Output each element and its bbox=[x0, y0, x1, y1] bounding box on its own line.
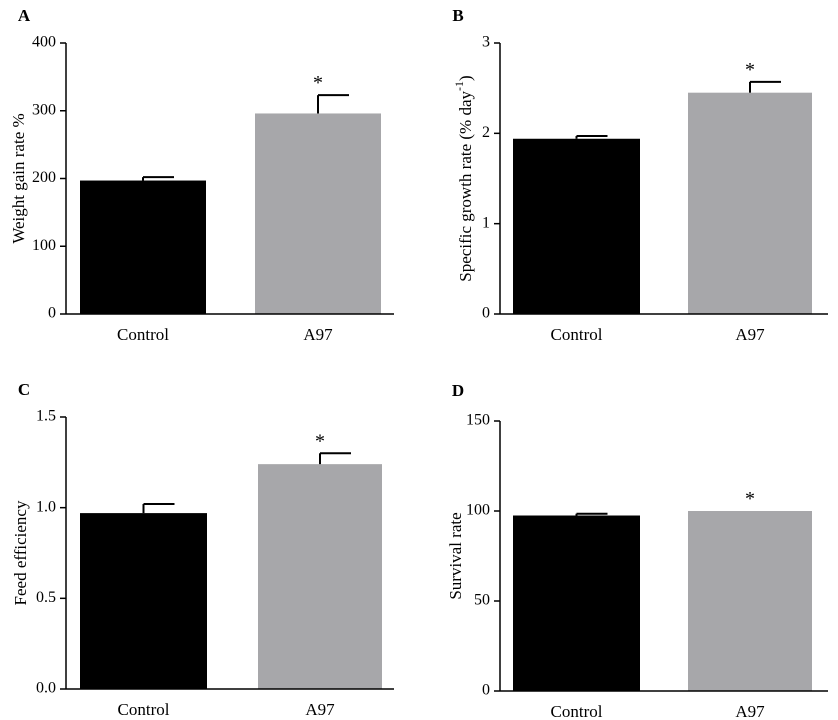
y-tick-label: 0 bbox=[482, 682, 490, 699]
significance-marker: * bbox=[313, 72, 323, 94]
bar-treatment bbox=[258, 464, 382, 689]
y-tick-label: 100 bbox=[32, 237, 56, 254]
y-tick-label: 400 bbox=[32, 34, 56, 51]
y-tick-label: 1.0 bbox=[36, 498, 56, 515]
chart-panel-b: B Control * A97 0 1 2 3 Specific growth rate (% … bbox=[452, 6, 828, 344]
y-tick-label: 1.5 bbox=[36, 408, 56, 425]
y-axis-title: Feed efficiency bbox=[11, 500, 30, 605]
y-tick-label: 3 bbox=[482, 34, 490, 51]
significance-marker: * bbox=[315, 430, 325, 452]
bar-control bbox=[513, 139, 640, 314]
y-axis-title: Weight gain rate % bbox=[9, 113, 28, 243]
bar-control bbox=[80, 513, 207, 689]
bar-control bbox=[80, 181, 206, 314]
y-axis-title: Specific growth rate (% day-1) bbox=[452, 75, 475, 281]
chart-panel-c: C Control * A97 0.0 0.5 1.0 1.5 Feed efficiency bbox=[11, 380, 394, 719]
y-axis-title-text: Weight gain rate % bbox=[9, 113, 28, 243]
x-tick-label: A97 bbox=[305, 700, 335, 719]
chart-panel-d: D Control * A97 0 50 100 150 Survival rate bbox=[446, 381, 828, 720]
bar-chart-figure: AControl*A970100200300400Weight gain rat… bbox=[0, 0, 838, 720]
x-tick-label: A97 bbox=[735, 325, 765, 344]
panel-letter: C bbox=[18, 380, 30, 399]
y-tick-label: 0 bbox=[482, 305, 490, 322]
significance-marker: * bbox=[745, 488, 755, 510]
x-tick-label: A97 bbox=[735, 702, 765, 720]
y-tick-label: 0 bbox=[48, 305, 56, 322]
y-axis-title-tail: ) bbox=[456, 75, 475, 81]
panel-letter: D bbox=[452, 381, 464, 400]
y-axis-title-text: Survival rate bbox=[446, 512, 465, 599]
y-tick-label: 150 bbox=[466, 412, 490, 429]
x-tick-label: Control bbox=[117, 325, 169, 344]
y-tick-label: 0.0 bbox=[36, 680, 56, 697]
y-tick-label: 200 bbox=[32, 169, 56, 186]
bar-treatment bbox=[688, 93, 812, 314]
significance-marker: * bbox=[745, 59, 755, 81]
x-tick-label: A97 bbox=[303, 325, 333, 344]
y-tick-label: 50 bbox=[474, 592, 490, 609]
y-axis-title: Survival rate bbox=[446, 512, 465, 599]
bar-treatment bbox=[255, 113, 381, 314]
y-axis-title-text: Feed efficiency bbox=[11, 500, 30, 605]
chart-panel-a: A Control * A97 0 100 200 300 400 Weight gain rat… bbox=[9, 6, 394, 344]
bar-treatment bbox=[688, 511, 812, 691]
y-tick-label: 100 bbox=[466, 502, 490, 519]
y-tick-label: 0.5 bbox=[36, 589, 56, 606]
y-axis-title-text: Specific growth rate (% day bbox=[456, 90, 475, 281]
y-tick-label: 300 bbox=[32, 101, 56, 118]
x-tick-label: Control bbox=[551, 702, 603, 720]
y-tick-label: 1 bbox=[482, 214, 490, 231]
bar-control bbox=[513, 516, 640, 692]
panel-letter: A bbox=[18, 6, 31, 25]
y-axis-title-superscript: -1 bbox=[452, 81, 466, 91]
x-tick-label: Control bbox=[551, 325, 603, 344]
x-tick-label: Control bbox=[118, 700, 170, 719]
y-tick-label: 2 bbox=[482, 124, 490, 141]
panel-letter: B bbox=[452, 6, 463, 25]
